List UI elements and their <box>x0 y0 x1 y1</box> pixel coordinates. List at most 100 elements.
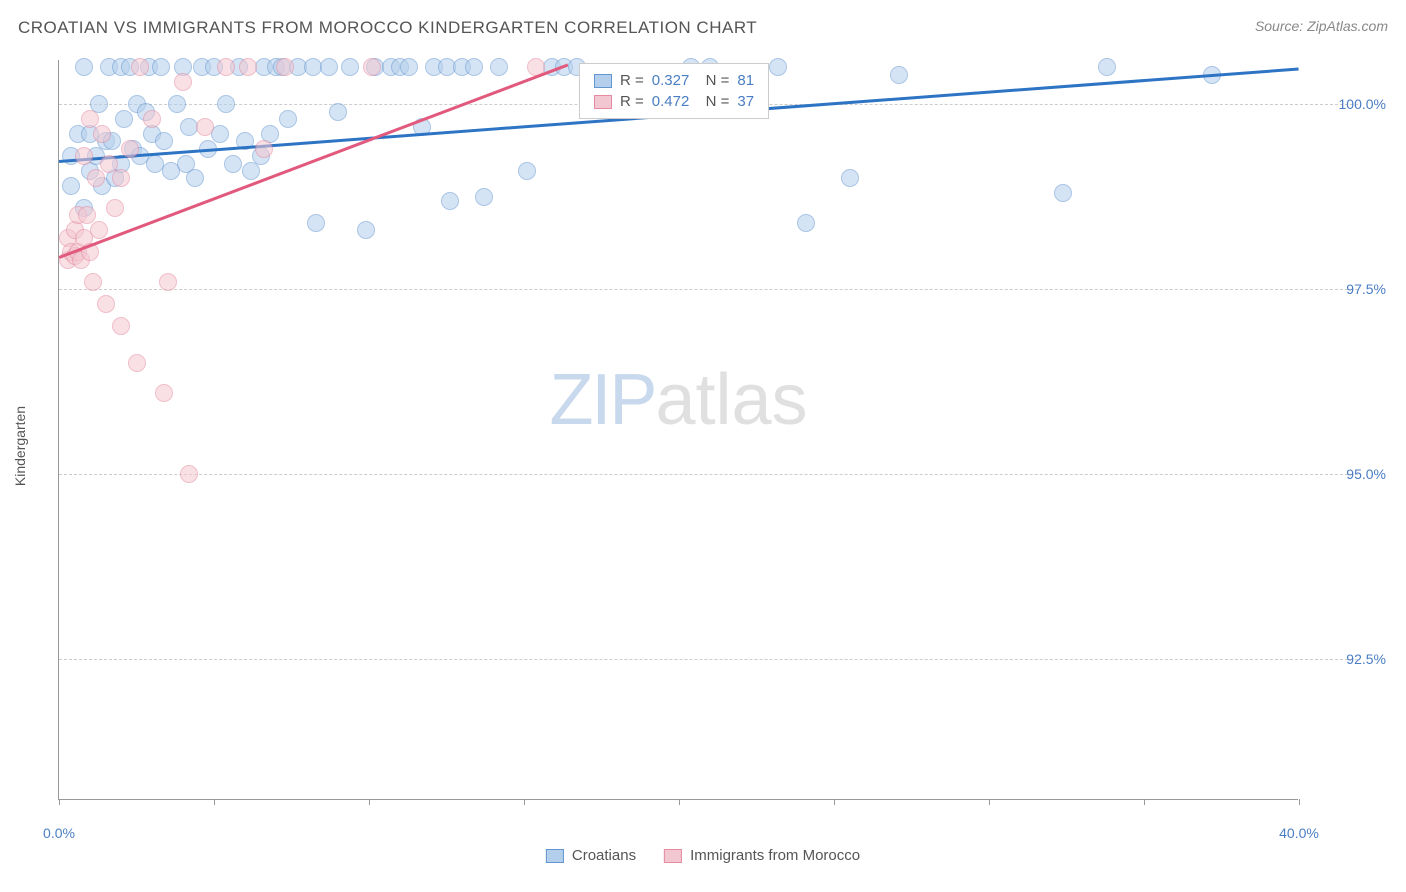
data-point <box>224 155 242 173</box>
data-point <box>180 465 198 483</box>
watermark-zip: ZIP <box>549 360 655 440</box>
x-tick <box>679 799 680 805</box>
data-point <box>152 58 170 76</box>
source-attribution: Source: ZipAtlas.com <box>1255 18 1388 34</box>
x-tick <box>59 799 60 805</box>
x-tick <box>834 799 835 805</box>
data-point <box>320 58 338 76</box>
data-point <box>441 192 459 210</box>
data-point <box>155 132 173 150</box>
data-point <box>475 188 493 206</box>
legend-item: Immigrants from Morocco <box>664 847 860 864</box>
scatter-chart: ZIPatlas 92.5%95.0%97.5%100.0%0.0%40.0%R… <box>58 60 1298 800</box>
data-point <box>890 66 908 84</box>
data-point <box>196 118 214 136</box>
stats-legend: R = 0.327 N = 81R = 0.472 N = 37 <box>579 63 769 119</box>
y-tick-label: 97.5% <box>1326 281 1386 297</box>
data-point <box>115 110 133 128</box>
data-point <box>255 140 273 158</box>
x-tick <box>524 799 525 805</box>
data-point <box>121 140 139 158</box>
data-point <box>307 214 325 232</box>
gridline <box>59 659 1358 660</box>
data-point <box>87 169 105 187</box>
x-tick <box>369 799 370 805</box>
data-point <box>131 58 149 76</box>
data-point <box>106 199 124 217</box>
data-point <box>112 169 130 187</box>
gridline <box>59 474 1358 475</box>
stats-legend-row: R = 0.472 N = 37 <box>594 91 754 112</box>
data-point <box>62 177 80 195</box>
x-tick <box>1299 799 1300 805</box>
legend-swatch <box>594 95 612 109</box>
stat-n-value: 81 <box>737 72 754 89</box>
data-point <box>128 354 146 372</box>
legend-item: Croatians <box>546 847 636 864</box>
stat-r-value: 0.472 <box>652 93 690 110</box>
watermark-atlas: atlas <box>655 360 807 440</box>
data-point <box>84 273 102 291</box>
data-point <box>797 214 815 232</box>
data-point <box>465 58 483 76</box>
data-point <box>174 73 192 91</box>
gridline <box>59 289 1358 290</box>
x-tick <box>1144 799 1145 805</box>
data-point <box>769 58 787 76</box>
chart-header: CROATIAN VS IMMIGRANTS FROM MOROCCO KIND… <box>18 18 1388 42</box>
y-tick-label: 100.0% <box>1326 96 1386 112</box>
data-point <box>97 295 115 313</box>
x-tick-label: 40.0% <box>1279 825 1319 841</box>
data-point <box>490 58 508 76</box>
data-point <box>279 110 297 128</box>
data-point <box>90 221 108 239</box>
legend-swatch <box>594 74 612 88</box>
stat-r-label: R = <box>620 72 644 89</box>
x-tick <box>989 799 990 805</box>
data-point <box>1054 184 1072 202</box>
stat-n-label: N = <box>697 93 729 110</box>
stat-n-label: N = <box>697 72 729 89</box>
data-point <box>239 58 257 76</box>
y-tick-label: 92.5% <box>1326 651 1386 667</box>
data-point <box>841 169 859 187</box>
data-point <box>1098 58 1116 76</box>
data-point <box>217 58 235 76</box>
data-point <box>159 273 177 291</box>
data-point <box>400 58 418 76</box>
stat-n-value: 37 <box>737 93 754 110</box>
data-point <box>143 110 161 128</box>
data-point <box>341 58 359 76</box>
data-point <box>93 125 111 143</box>
data-point <box>217 95 235 113</box>
data-point <box>75 58 93 76</box>
data-point <box>276 58 294 76</box>
data-point <box>211 125 229 143</box>
stat-r-label: R = <box>620 93 644 110</box>
watermark: ZIPatlas <box>549 359 807 441</box>
data-point <box>100 155 118 173</box>
data-point <box>81 110 99 128</box>
data-point <box>357 221 375 239</box>
data-point <box>518 162 536 180</box>
legend-bottom: Croatians Immigrants from Morocco <box>546 847 860 864</box>
legend-label: Immigrants from Morocco <box>690 847 860 864</box>
data-point <box>78 206 96 224</box>
data-point <box>75 147 93 165</box>
y-axis-label: Kindergarten <box>12 406 28 486</box>
data-point <box>363 58 381 76</box>
legend-swatch <box>546 849 564 863</box>
chart-title: CROATIAN VS IMMIGRANTS FROM MOROCCO KIND… <box>18 18 757 37</box>
data-point <box>168 95 186 113</box>
stats-legend-row: R = 0.327 N = 81 <box>594 70 754 91</box>
data-point <box>329 103 347 121</box>
data-point <box>186 169 204 187</box>
y-tick-label: 95.0% <box>1326 466 1386 482</box>
data-point <box>155 384 173 402</box>
x-tick <box>214 799 215 805</box>
legend-swatch <box>664 849 682 863</box>
legend-label: Croatians <box>572 847 636 864</box>
stat-r-value: 0.327 <box>652 72 690 89</box>
data-point <box>112 317 130 335</box>
x-tick-label: 0.0% <box>43 825 75 841</box>
